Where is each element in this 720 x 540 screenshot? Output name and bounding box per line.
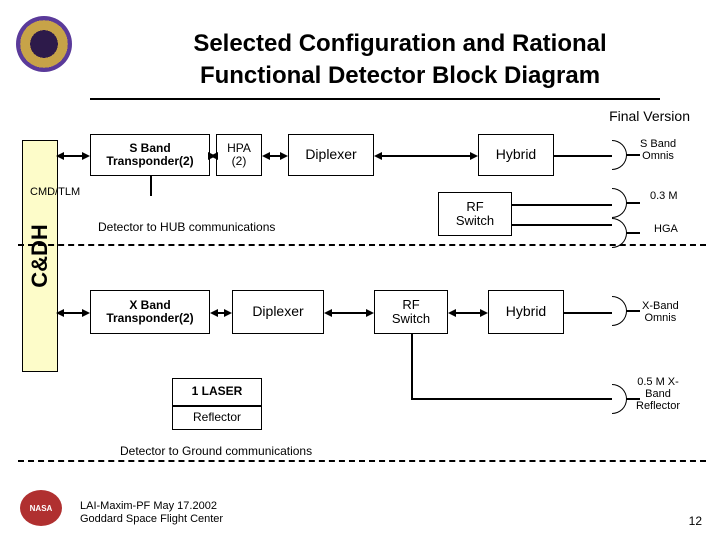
arrow-hpa-dip1-head-l bbox=[262, 152, 270, 160]
cdh-label: C&DH bbox=[27, 224, 53, 288]
arrow-cdh-sband-head-l bbox=[56, 152, 64, 160]
antenna-label-xband_omnis: X-Band Omnis bbox=[642, 300, 679, 324]
arrow-cdh-xband-head-r bbox=[82, 309, 90, 317]
antenna-label-m03: 0.3 M bbox=[650, 190, 678, 202]
footer: LAI-Maxim-PF May 17.2002 Goddard Space F… bbox=[80, 500, 223, 526]
arrow-hpa-dip1-head-r bbox=[280, 152, 288, 160]
annotation-detector-hub: Detector to HUB communications bbox=[98, 220, 275, 234]
node-xband_xpdr: X Band Transponder(2) bbox=[90, 290, 210, 334]
antenna-label-xband_refl: 0.5 M X- Band Reflector bbox=[636, 376, 680, 412]
node-rfswitch1: RF Switch bbox=[438, 192, 512, 236]
title-line-1: Selected Configuration and Rational bbox=[90, 30, 710, 58]
annotation-detector-ground: Detector to Ground communications bbox=[120, 444, 312, 458]
arrow-dip1-hyb1 bbox=[380, 155, 472, 157]
arrow-sband-hpa-head-r bbox=[208, 152, 216, 160]
subtitle-final-version: Final Version bbox=[609, 108, 690, 124]
cmd-tlm-label: CMD/TLM bbox=[30, 186, 80, 198]
page-number: 12 bbox=[689, 514, 702, 528]
nasa-logo: NASA bbox=[20, 490, 62, 526]
node-reflector: Reflector bbox=[172, 406, 262, 430]
arrow-rfs2-hyb2 bbox=[454, 312, 482, 314]
dashed-sep-1 bbox=[18, 244, 706, 246]
node-hybrid2: Hybrid bbox=[488, 290, 564, 334]
line-rfs1-hga bbox=[512, 224, 612, 226]
cdh-block: C&DH bbox=[22, 140, 58, 372]
footer-line-2: Goddard Space Flight Center bbox=[80, 513, 223, 526]
arrow-cdh-sband bbox=[62, 155, 84, 157]
line-hyb2-ant bbox=[564, 312, 612, 314]
node-laser: 1 LASER bbox=[172, 378, 262, 406]
node-diplexer2: Diplexer bbox=[232, 290, 324, 334]
arrow-rfs2-hyb2-head-r bbox=[480, 309, 488, 317]
antenna-label-sband_omnis: S Band Omnis bbox=[640, 138, 676, 162]
line-rfs2-xbrefl bbox=[411, 398, 612, 400]
footer-line-1: LAI-Maxim-PF May 17.2002 bbox=[80, 500, 223, 513]
arrow-rfs2-hyb2-head-l bbox=[448, 309, 456, 317]
node-hpa: HPA (2) bbox=[216, 134, 262, 176]
arrow-cdh-xband-head-l bbox=[56, 309, 64, 317]
arrow-cdh-sband-head-r bbox=[82, 152, 90, 160]
dashed-sep-2 bbox=[18, 460, 706, 462]
title-line-2: Functional Detector Block Diagram bbox=[90, 62, 710, 90]
antenna-label-hga: HGA bbox=[654, 223, 678, 235]
arrow-cdh-xband bbox=[62, 312, 84, 314]
arrow-xband-dip2-head-l bbox=[210, 309, 218, 317]
title-underline bbox=[90, 98, 660, 100]
arrow-dip1-hyb1-head-l bbox=[374, 152, 382, 160]
line-rfs2-down bbox=[411, 334, 413, 398]
node-hybrid1: Hybrid bbox=[478, 134, 554, 176]
node-sband_xpdr: S Band Transponder(2) bbox=[90, 134, 210, 176]
line-rfs1-m03 bbox=[512, 204, 612, 206]
node-rfswitch2: RF Switch bbox=[374, 290, 448, 334]
arrow-dip1-hyb1-head-r bbox=[470, 152, 478, 160]
arrow-xband-dip2-head-r bbox=[224, 309, 232, 317]
arrow-dip2-rfs2-head-r bbox=[366, 309, 374, 317]
node-diplexer1: Diplexer bbox=[288, 134, 374, 176]
arrow-dip2-rfs2-head-l bbox=[324, 309, 332, 317]
arrow-dip2-rfs2 bbox=[330, 312, 368, 314]
line-sband-down bbox=[150, 176, 152, 196]
imdc-logo bbox=[16, 16, 72, 72]
line-hyb1-ant bbox=[554, 155, 612, 157]
